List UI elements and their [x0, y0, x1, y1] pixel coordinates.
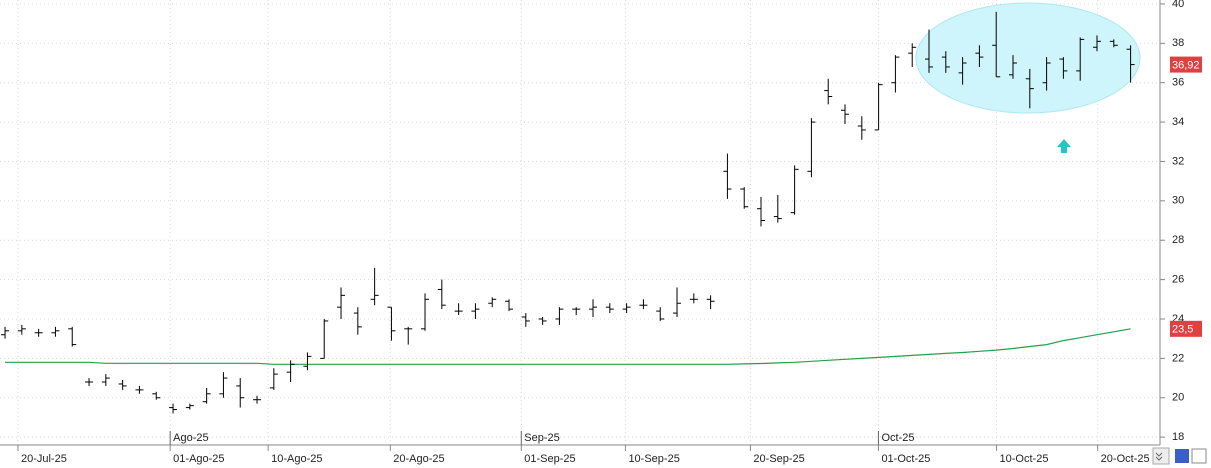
month-tick-label: Oct-25: [881, 432, 914, 444]
y-tick-label: 40: [1172, 0, 1184, 10]
y-tick-label: 28: [1172, 234, 1184, 246]
y-tick-label: 20: [1172, 392, 1184, 404]
x-tick-label: 10-Oct-25: [1000, 453, 1049, 465]
scroll-icon: [1155, 452, 1163, 461]
y-tick-label: 32: [1172, 155, 1184, 167]
y-tick-label: 34: [1172, 116, 1184, 128]
save-button[interactable]: [1175, 449, 1189, 463]
x-tick-label: 20-Sep-25: [753, 453, 804, 465]
x-tick-label: 01-Ago-25: [173, 453, 224, 465]
x-tick-label: 20-Ago-25: [393, 453, 444, 465]
value-marker-box: [1170, 56, 1202, 73]
y-tick-label: 30: [1172, 195, 1184, 207]
y-tick-label: 18: [1172, 431, 1184, 443]
x-tick-label: 10-Sep-25: [628, 453, 679, 465]
menu-button[interactable]: [1191, 448, 1207, 464]
x-tick-label: 01-Sep-25: [524, 453, 575, 465]
month-tick-label: Ago-25: [173, 432, 208, 444]
x-tick-label: 20-Jul-25: [21, 453, 67, 465]
month-tick-label: Sep-25: [524, 432, 559, 444]
value-marker-label: 36,92: [1172, 59, 1200, 71]
up-arrow: [1057, 139, 1071, 153]
highlight-ellipse: [915, 2, 1141, 114]
x-tick-label: 20-Oct-25: [1101, 453, 1150, 465]
x-tick-label: 01-Oct-25: [881, 453, 930, 465]
y-tick-label: 26: [1172, 274, 1184, 286]
moving-average-line: [5, 328, 1131, 365]
y-tick-label: 22: [1172, 352, 1184, 364]
scroll-button[interactable]: [1152, 447, 1170, 465]
y-tick-label: 36: [1172, 77, 1184, 89]
value-marker-label: 23,5: [1172, 324, 1193, 336]
x-tick-label: 10-Ago-25: [271, 453, 322, 465]
y-tick-label: 38: [1172, 37, 1184, 49]
grid: [0, 0, 1160, 445]
value-marker-box: [1170, 320, 1202, 337]
